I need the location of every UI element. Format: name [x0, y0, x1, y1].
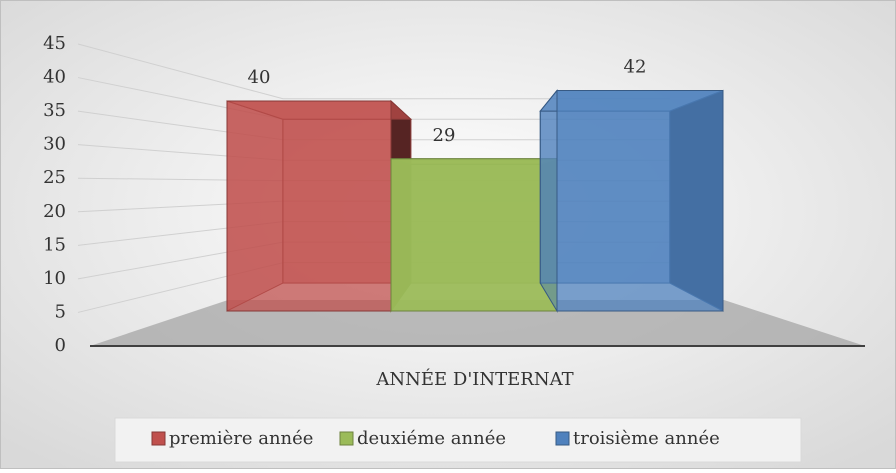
- y-tick-label: 45: [43, 33, 66, 54]
- legend-box: [114, 417, 802, 463]
- legend-label: première année: [169, 428, 313, 449]
- bar: [556, 90, 724, 312]
- y-tick-label: 10: [43, 268, 66, 289]
- bar: [226, 100, 392, 312]
- legend-swatch: [151, 431, 166, 446]
- y-tick-label: 35: [43, 100, 66, 121]
- y-tick-label: 30: [43, 134, 66, 155]
- bar-side: [539, 89, 558, 313]
- legend-swatch: [339, 431, 354, 446]
- y-tick-label: 40: [43, 67, 66, 88]
- legend-label: troisième année: [573, 428, 720, 449]
- legend-label: deuxiéme année: [357, 428, 506, 449]
- data-label: 29: [433, 125, 456, 146]
- legend-swatch: [555, 431, 570, 446]
- y-tick-label: 0: [55, 335, 66, 356]
- grid-line: [77, 43, 670, 100]
- data-label: 40: [248, 67, 271, 88]
- y-tick-label: 25: [43, 167, 66, 188]
- y-tick-label: 15: [43, 234, 66, 255]
- y-tick-label: 20: [43, 201, 66, 222]
- y-tick-label: 5: [55, 301, 66, 322]
- data-label: 42: [624, 57, 647, 78]
- x-tick-label: ANNÉE D'INTERNAT: [375, 367, 573, 390]
- bar: [390, 158, 558, 312]
